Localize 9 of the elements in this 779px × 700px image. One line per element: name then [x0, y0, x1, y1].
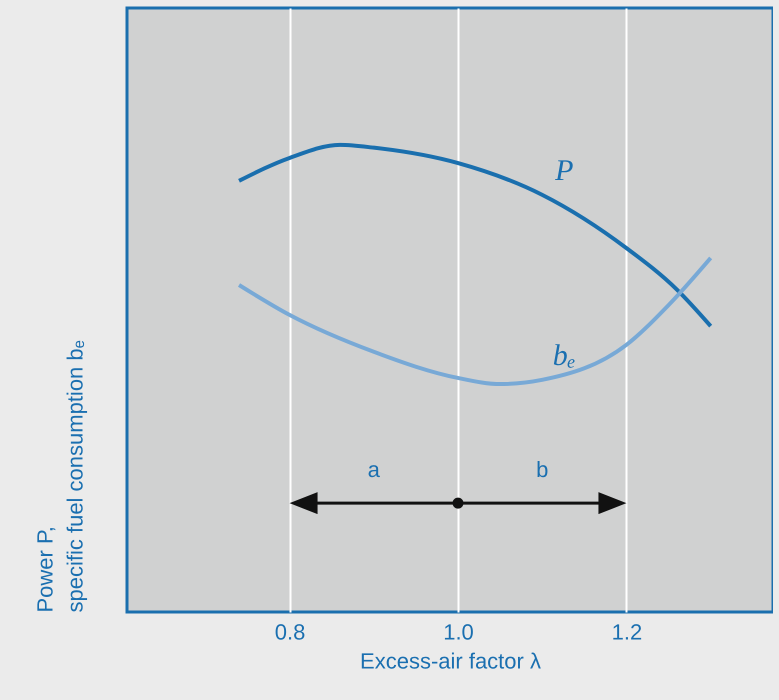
x-axis-title: Excess-air factor λ [360, 648, 541, 674]
series-label: bₑ [552, 338, 576, 372]
annotation: b [536, 457, 548, 482]
annotation: a [368, 457, 381, 482]
x-tick-label: 0.8 [274, 620, 306, 644]
x-tick-label: 1.2 [612, 620, 642, 644]
y-axis-title: Power P, specific fuel consumption bₑ [32, 340, 88, 612]
series-label: P [554, 154, 574, 187]
x-tick-label: 1.0 [443, 620, 474, 644]
